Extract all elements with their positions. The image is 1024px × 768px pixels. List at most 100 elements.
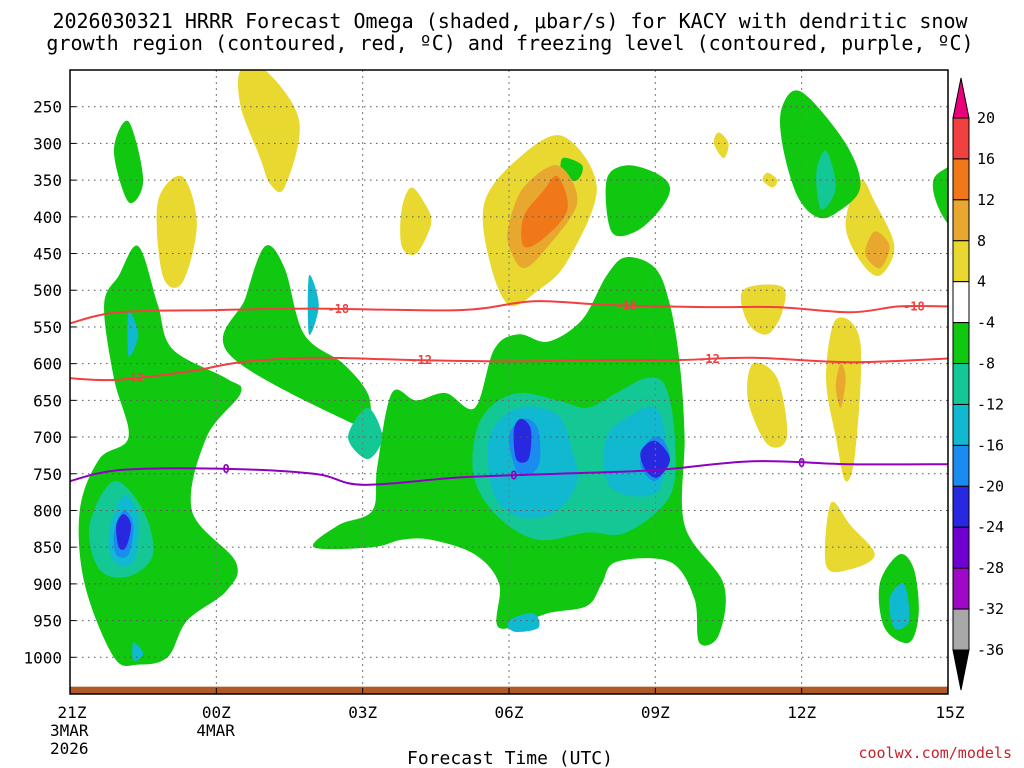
- colorbar-label: -20: [977, 477, 1004, 495]
- colorbar-label: -32: [977, 600, 1004, 618]
- omega-region-21: [605, 165, 671, 237]
- colorbar-label: -12: [977, 395, 1004, 413]
- colorbar-swatch: [952, 526, 970, 569]
- colorbar-label: -4: [977, 314, 995, 332]
- colorbar-label: 12: [977, 191, 995, 209]
- contour-label-dgz-minus-12-2: -12: [698, 352, 720, 366]
- colorbar-swatch: [952, 322, 970, 365]
- contour-label-freezing-level-0-0: 0: [222, 462, 229, 476]
- omega-region-14: [824, 501, 875, 573]
- colorbar-label: -24: [977, 518, 1004, 536]
- omega-region-7: [762, 172, 778, 188]
- credit-text: coolwx.com/models: [858, 744, 1012, 762]
- x-tick-label: 03Z: [348, 703, 377, 722]
- contour-freezing-level-0: [70, 460, 948, 486]
- contour-label-dgz-minus-18-0: -18: [327, 302, 349, 316]
- x-tick-label: 15Z: [936, 703, 965, 722]
- y-tick-label: 600: [33, 355, 62, 374]
- x-tick-label: 06Z: [495, 703, 524, 722]
- y-tick-label: 350: [33, 171, 62, 190]
- colorbar-swatch: [952, 363, 970, 405]
- omega-shading: [78, 70, 948, 667]
- contour-label-freezing-level-0-1: 0: [510, 468, 517, 482]
- omega-region-6: [713, 132, 729, 159]
- omega-region-11: [747, 362, 788, 448]
- omega-region-43: [640, 440, 671, 478]
- omega-region-10: [740, 284, 786, 335]
- y-tick-label: 250: [33, 98, 62, 117]
- omega-region-35: [127, 311, 139, 357]
- omega-region-19: [222, 245, 392, 441]
- x-tick-label: 21Z: [58, 703, 87, 722]
- omega-region-13: [835, 363, 846, 408]
- x-tick-label: 12Z: [787, 703, 816, 722]
- x-tick-sublabel: 3MAR: [50, 721, 89, 740]
- colorbar-label: 20: [977, 109, 995, 127]
- colorbar-swatch: [952, 485, 970, 528]
- x-axis-title: Forecast Time (UTC): [407, 748, 613, 768]
- colorbar-swatch: [952, 403, 970, 446]
- colorbar-bottom-arrow: [952, 649, 970, 691]
- colorbar-swatch: [952, 567, 970, 610]
- contour-label-dgz-minus-12-0: -12: [123, 371, 145, 385]
- colorbar-label: -28: [977, 559, 1004, 577]
- y-tick-label: 850: [33, 538, 62, 557]
- contour-label-freezing-level-0-2: 0: [798, 456, 805, 470]
- y-tick-label: 450: [33, 245, 62, 264]
- omega-region-12: [826, 317, 862, 482]
- x-tick-sublabel: 4MAR: [196, 721, 235, 740]
- title-line-1: 2026030321 HRRR Forecast Omega (shaded, …: [52, 9, 968, 33]
- y-tick-label: 500: [33, 281, 62, 300]
- contour-label-dgz-minus-18-2: -18: [903, 299, 925, 313]
- colorbar-swatch: [952, 281, 970, 324]
- omega-region-26: [348, 407, 383, 460]
- colorbar-swatch: [952, 608, 970, 651]
- omega-region-42: [513, 418, 532, 463]
- colorbar-label: -8: [977, 355, 995, 373]
- x-tick-label: 00Z: [202, 703, 231, 722]
- y-tick-label: 550: [33, 318, 62, 337]
- y-tick-label: 300: [33, 134, 62, 153]
- x-tick-sublabel: 2026: [50, 739, 89, 758]
- omega-region-37: [507, 613, 540, 632]
- colorbar-top-arrow: [952, 77, 970, 119]
- title: 2026030321 HRRR Forecast Omega (shaded, …: [46, 9, 973, 55]
- x-tick-label: 09Z: [641, 703, 670, 722]
- colorbar-swatch: [952, 158, 970, 201]
- grid-lines: [70, 70, 948, 694]
- contour-dgz-minus-18: [70, 300, 948, 325]
- omega-region-34: [889, 583, 910, 630]
- contour-label-dgz-minus-12-1: -12: [410, 353, 432, 367]
- omega-region-44: [116, 514, 132, 550]
- omega-region-1: [156, 175, 197, 288]
- omega-region-17: [113, 120, 144, 204]
- colorbar-swatch: [952, 240, 970, 283]
- y-tick-label: 750: [33, 465, 62, 484]
- title-line-2: growth region (contoured, red, ºC) and f…: [46, 31, 973, 55]
- colorbar-swatch: [952, 199, 970, 242]
- temperature-contours: -18 -18 -18 -12 -12 -12 0 0 0: [70, 298, 948, 486]
- omega-region-36: [307, 274, 319, 335]
- omega-region-9: [865, 231, 890, 269]
- omega-region-5: [521, 175, 568, 248]
- colorbar-label: 4: [977, 273, 986, 291]
- colorbar-swatch: [952, 444, 970, 487]
- colorbar-swatch: [952, 117, 970, 160]
- y-axis: 250 300 350 400 450 500 550 600 650 700 750 800 850 9…: [23, 98, 76, 667]
- y-tick-label: 900: [33, 575, 62, 594]
- colorbar-legend: 20 16 12 8 4 -4 -8 -12 -16 -20 -24 -28 -32 -36: [952, 77, 1004, 691]
- y-tick-label: 1000: [23, 648, 62, 667]
- omega-region-24: [932, 166, 948, 224]
- y-tick-label: 650: [33, 391, 62, 410]
- omega-region-23: [780, 90, 861, 219]
- contour-label-dgz-minus-18-1: -18: [615, 298, 637, 312]
- omega-region-18: [78, 245, 242, 667]
- colorbar-label: -16: [977, 436, 1004, 454]
- y-tick-label: 700: [33, 428, 62, 447]
- colorbar-label: -36: [977, 641, 1004, 659]
- colorbar-label: 8: [977, 232, 986, 250]
- y-tick-label: 800: [33, 501, 62, 520]
- omega-region-38: [132, 642, 144, 662]
